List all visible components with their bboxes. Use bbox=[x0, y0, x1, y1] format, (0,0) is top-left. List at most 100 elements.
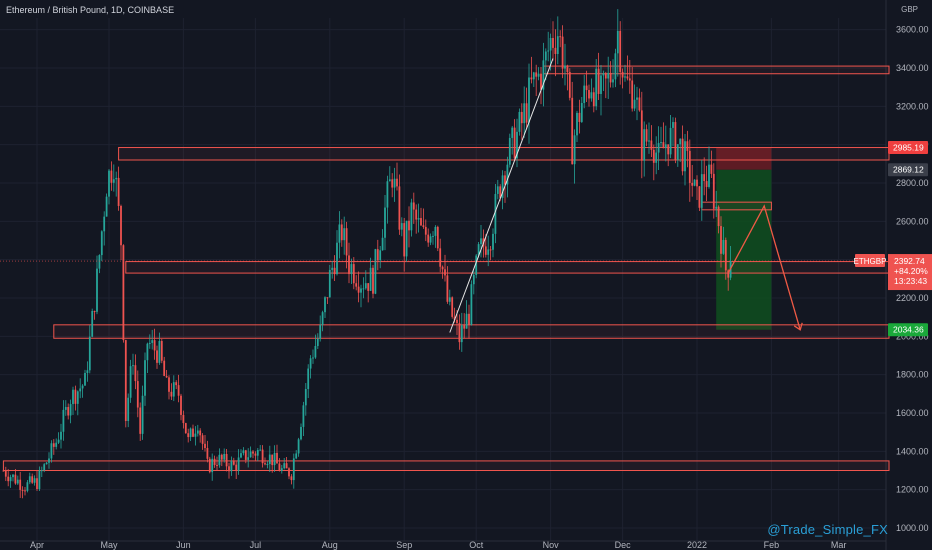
candle-body bbox=[607, 72, 610, 79]
candle-body bbox=[158, 341, 161, 363]
candle-body bbox=[592, 92, 595, 107]
y-tick-label: 3200.00 bbox=[896, 101, 929, 111]
candle-body bbox=[216, 464, 218, 466]
projection-arrowhead bbox=[793, 322, 803, 331]
y-tick-label: 3400.00 bbox=[896, 63, 929, 73]
candle-body bbox=[381, 237, 384, 251]
x-tick-label: Dec bbox=[615, 540, 632, 550]
candle-body bbox=[559, 36, 562, 38]
candle-body bbox=[324, 297, 326, 313]
candle-body bbox=[432, 235, 434, 237]
candle-body bbox=[338, 224, 341, 243]
candle-body bbox=[290, 476, 293, 481]
candle-body bbox=[417, 218, 420, 220]
candle-body bbox=[220, 454, 223, 460]
candle-body bbox=[681, 138, 684, 172]
candle-body bbox=[547, 50, 550, 52]
zone-2350 bbox=[125, 261, 890, 274]
current-price-tag bbox=[888, 254, 932, 291]
candle-body bbox=[321, 312, 324, 325]
candle-body bbox=[223, 453, 226, 460]
candle-body bbox=[446, 275, 449, 302]
candle-body bbox=[511, 127, 514, 138]
candle-body bbox=[24, 490, 26, 492]
candle-body bbox=[12, 474, 14, 478]
candle-body bbox=[403, 223, 406, 257]
symbol-tag-text: ETHGBP bbox=[854, 257, 887, 266]
candle-body bbox=[297, 439, 300, 454]
candle-body bbox=[148, 342, 151, 344]
candle-body bbox=[312, 357, 314, 359]
zone-3400 bbox=[542, 65, 890, 75]
watermark: @Trade_Simple_FX bbox=[767, 522, 888, 537]
candle-body bbox=[693, 179, 696, 186]
candle-body bbox=[192, 428, 194, 437]
candle-body bbox=[213, 458, 216, 465]
candle-body bbox=[187, 433, 190, 438]
candle-body bbox=[501, 175, 504, 198]
candle-body bbox=[36, 478, 38, 489]
candle-body bbox=[484, 246, 487, 255]
candle-body bbox=[516, 131, 518, 159]
candle-body bbox=[396, 178, 398, 187]
candle-body bbox=[117, 177, 120, 206]
candle-body bbox=[292, 458, 295, 481]
candle-body bbox=[57, 439, 60, 443]
candle-body bbox=[508, 137, 511, 165]
candle-body bbox=[676, 144, 679, 161]
candle-body bbox=[28, 476, 31, 483]
candle-body bbox=[218, 454, 221, 466]
candle-body bbox=[196, 430, 199, 434]
candle-body bbox=[535, 72, 538, 77]
candle-body bbox=[256, 450, 259, 456]
x-tick-label: Apr bbox=[30, 540, 44, 550]
candle-body bbox=[604, 73, 607, 79]
candle-body bbox=[9, 477, 12, 482]
candle-body bbox=[640, 110, 643, 161]
candle-body bbox=[268, 454, 271, 465]
candle-body bbox=[424, 226, 427, 235]
candle-body bbox=[273, 452, 276, 466]
candle-body bbox=[667, 144, 670, 155]
candle-body bbox=[664, 144, 667, 149]
candle-body bbox=[340, 224, 343, 241]
candle-body bbox=[108, 170, 110, 197]
candle-body bbox=[494, 193, 497, 234]
candle-body bbox=[566, 65, 569, 72]
candle-body bbox=[357, 286, 360, 293]
candle-body bbox=[700, 174, 703, 208]
candle-body bbox=[288, 468, 290, 477]
candle-body bbox=[544, 51, 547, 61]
candle-body bbox=[14, 474, 17, 484]
candle-body bbox=[103, 216, 106, 232]
candle-body bbox=[597, 68, 600, 94]
candle-body bbox=[79, 388, 82, 392]
candle-body bbox=[628, 78, 631, 81]
candle-body bbox=[386, 181, 389, 208]
candle-body bbox=[100, 231, 103, 256]
candle-body bbox=[631, 80, 634, 109]
candle-body bbox=[283, 463, 286, 469]
candle-body bbox=[285, 463, 288, 469]
candle-body bbox=[722, 240, 725, 254]
candle-body bbox=[727, 270, 730, 278]
candle-body bbox=[720, 226, 722, 254]
candle-body bbox=[571, 97, 574, 165]
candle-body bbox=[232, 461, 235, 465]
candle-body bbox=[554, 47, 557, 54]
candle-body bbox=[600, 75, 602, 94]
candle-body bbox=[302, 405, 305, 427]
candle-body bbox=[336, 242, 338, 275]
candle-body bbox=[38, 470, 41, 489]
candle-body bbox=[76, 391, 79, 404]
candle-body bbox=[609, 72, 612, 83]
candle-body bbox=[415, 209, 418, 220]
candle-body bbox=[595, 68, 598, 107]
candle-body bbox=[184, 423, 187, 434]
candle-body bbox=[427, 234, 430, 243]
candle-body bbox=[316, 338, 319, 346]
candle-body bbox=[448, 297, 451, 302]
candle-body bbox=[84, 372, 86, 386]
entry-price-tag bbox=[888, 163, 928, 177]
